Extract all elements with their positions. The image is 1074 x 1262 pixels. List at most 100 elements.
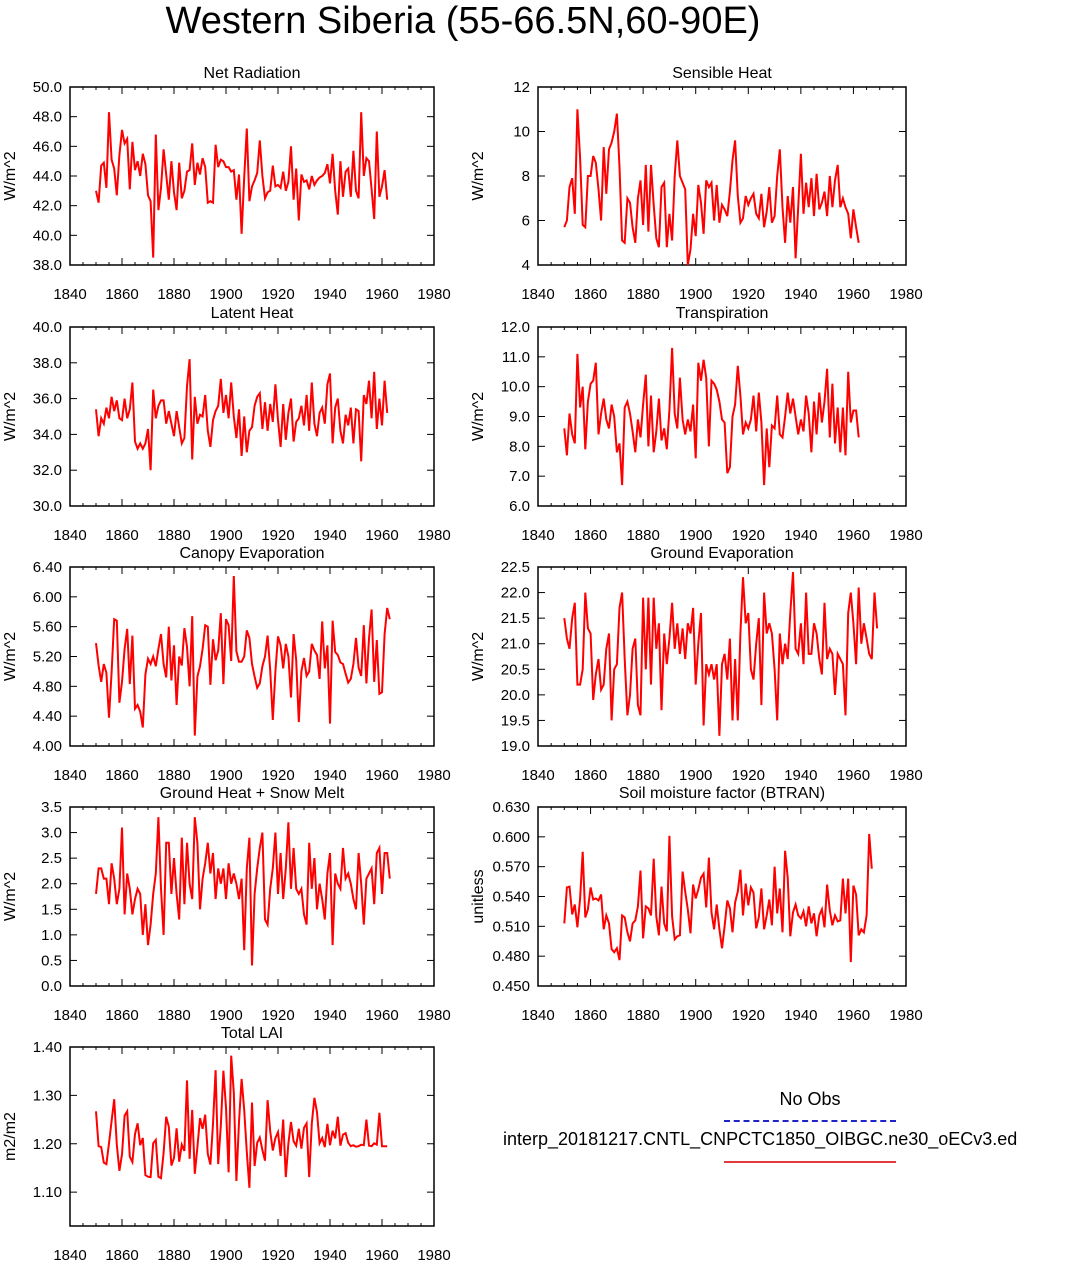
x-tick-label: 1840 — [53, 767, 86, 784]
series-line — [95, 112, 389, 258]
y-tick-label: 0.5 — [41, 952, 62, 969]
y-tick-label: 1.10 — [33, 1184, 62, 1201]
y-tick-label: 6 — [522, 213, 530, 230]
y-tick-label: 6.00 — [33, 589, 62, 606]
plot-frame — [69, 326, 435, 507]
x-tick-label: 1960 — [365, 286, 398, 303]
x-tick-label: 1900 — [679, 286, 712, 303]
y-axis-label: W/m^2 — [470, 392, 487, 441]
x-tick-label: 1840 — [521, 1007, 554, 1024]
y-tick-label: 50.0 — [33, 79, 62, 96]
x-tick-label: 1960 — [837, 286, 870, 303]
x-tick-label: 1980 — [889, 1007, 922, 1024]
x-tick-label: 1880 — [157, 286, 190, 303]
y-tick-label: 1.5 — [41, 901, 62, 918]
chart-title: Ground Evaporation — [650, 545, 793, 562]
y-tick-label: 6.0 — [509, 498, 530, 515]
y-axis-label: W/m^2 — [470, 151, 487, 200]
x-tick-label: 1960 — [365, 527, 398, 544]
x-tick-label: 1920 — [261, 767, 294, 784]
y-axis-label: W/m^2 — [2, 632, 19, 681]
chart-title: Latent Heat — [211, 305, 294, 322]
y-tick-label: 12.0 — [501, 319, 530, 336]
x-tick-label: 1860 — [574, 767, 607, 784]
x-tick-label: 1980 — [417, 767, 450, 784]
y-tick-label: 36.0 — [33, 391, 62, 408]
y-tick-label: 21.0 — [501, 636, 530, 653]
x-tick-label: 1880 — [626, 527, 659, 544]
x-tick-label: 1900 — [209, 527, 242, 544]
y-tick-label: 20.5 — [501, 661, 530, 678]
x-tick-label: 1860 — [105, 286, 138, 303]
chart-panel-4: 1840 1860 1880 1900 1920 1940 1960 1980 4.00 4.40… — [2, 545, 451, 784]
x-tick-label: 1880 — [157, 1007, 190, 1024]
y-tick-label: 34.0 — [33, 426, 62, 443]
y-tick-label: 30.0 — [33, 498, 62, 515]
y-tick-label: 20.0 — [501, 687, 530, 704]
x-tick-label: 1880 — [626, 1007, 659, 1024]
x-tick-label: 1960 — [365, 1247, 398, 1262]
y-tick-label: 1.30 — [33, 1087, 62, 1104]
y-tick-label: 42.0 — [33, 198, 62, 215]
legend-obs-label: No Obs — [779, 1089, 841, 1109]
x-tick-label: 1880 — [626, 286, 659, 303]
chart-panel-5: 1840 1860 1880 1900 1920 1940 1960 1980 19.0 19.5… — [470, 545, 923, 784]
x-tick-label: 1980 — [417, 286, 450, 303]
x-tick-label: 1860 — [105, 1007, 138, 1024]
y-tick-label: 6.40 — [33, 559, 62, 576]
x-tick-label: 1840 — [53, 1247, 86, 1262]
series-line — [95, 575, 391, 736]
y-tick-label: 0.540 — [492, 889, 530, 906]
x-tick-label: 1940 — [784, 1007, 817, 1024]
x-tick-label: 1860 — [574, 527, 607, 544]
series-line — [563, 833, 873, 963]
y-tick-label: 0.0 — [41, 978, 62, 995]
chart-panel-2: 1840 1860 1880 1900 1920 1940 1960 1980 30.0 32.0… — [2, 305, 451, 544]
y-tick-label: 3.5 — [41, 799, 62, 816]
y-tick-label: 4 — [522, 257, 530, 274]
x-tick-label: 1840 — [53, 1007, 86, 1024]
x-tick-label: 1920 — [732, 527, 765, 544]
main-title: Western Siberia (55-66.5N,60-90E) — [165, 0, 761, 42]
y-axis-label: W/m^2 — [470, 632, 487, 681]
y-tick-label: 21.5 — [501, 610, 530, 627]
x-tick-label: 1880 — [157, 767, 190, 784]
x-tick-label: 1900 — [209, 1007, 242, 1024]
x-tick-label: 1880 — [157, 527, 190, 544]
x-tick-label: 1900 — [679, 527, 712, 544]
legend-case-line — [724, 1161, 896, 1163]
y-tick-label: 48.0 — [33, 109, 62, 126]
x-tick-label: 1940 — [784, 286, 817, 303]
y-tick-label: 2.5 — [41, 850, 62, 867]
y-tick-label: 19.0 — [501, 738, 530, 755]
y-tick-label: 40.0 — [33, 227, 62, 244]
y-tick-label: 4.80 — [33, 678, 62, 695]
x-tick-label: 1920 — [732, 286, 765, 303]
chart-panel-7: 1840 1860 1880 1900 1920 1940 1960 1980 0.450 0.4… — [470, 785, 923, 1024]
chart-panel-3: 1840 1860 1880 1900 1920 1940 1960 1980 6.0 7.0 8.… — [470, 305, 923, 544]
legend-obs-line — [724, 1120, 896, 1122]
y-tick-label: 12 — [513, 79, 530, 96]
y-tick-label: 0.450 — [492, 978, 530, 995]
chart-title: Total LAI — [221, 1025, 283, 1042]
x-tick-label: 1840 — [53, 286, 86, 303]
x-tick-label: 1840 — [521, 527, 554, 544]
y-tick-label: 1.0 — [41, 927, 62, 944]
y-tick-label: 38.0 — [33, 257, 62, 274]
legend-case-label: interp_20181217.CNTL_CNPCTC1850_OIBGC.ne… — [503, 1129, 1018, 1149]
x-tick-label: 1960 — [837, 767, 870, 784]
x-tick-label: 1900 — [679, 1007, 712, 1024]
x-tick-label: 1980 — [889, 527, 922, 544]
x-tick-label: 1880 — [626, 767, 659, 784]
x-tick-label: 1940 — [784, 767, 817, 784]
x-tick-label: 1960 — [365, 1007, 398, 1024]
chart-title: Soil moisture factor (BTRAN) — [619, 785, 825, 802]
y-tick-label: 19.5 — [501, 712, 530, 729]
x-tick-label: 1980 — [417, 1247, 450, 1262]
chart-panel-0: 1840 1860 1880 1900 1920 1940 1960 1980 38.0 40.0… — [2, 65, 451, 303]
y-tick-label: 1.20 — [33, 1136, 62, 1153]
x-tick-label: 1840 — [521, 767, 554, 784]
x-tick-label: 1940 — [784, 527, 817, 544]
x-tick-label: 1900 — [209, 767, 242, 784]
y-axis-label: W/m^2 — [2, 872, 19, 921]
